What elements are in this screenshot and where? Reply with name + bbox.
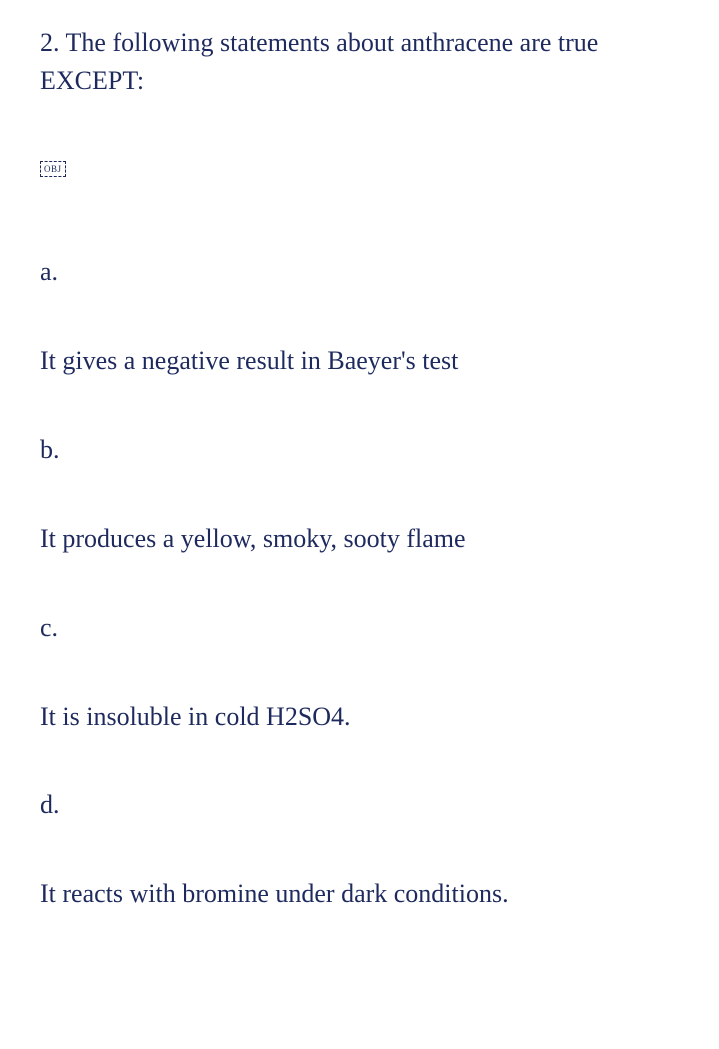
option-d: d. It reacts with bromine under dark con… [40,790,679,913]
option-letter: d. [40,790,679,820]
option-c: c. It is insoluble in cold H2SO4. [40,613,679,736]
option-text: It reacts with bromine under dark condit… [40,875,679,913]
option-text: It produces a yellow, smoky, sooty flame [40,520,679,558]
option-letter: c. [40,613,679,643]
option-a: a. It gives a negative result in Baeyer'… [40,257,679,380]
option-text: It is insoluble in cold H2SO4. [40,698,679,736]
option-text: It gives a negative result in Baeyer's t… [40,342,679,380]
option-letter: b. [40,435,679,465]
question-number: 2. [40,28,60,57]
obj-marker: OBJ [40,161,66,177]
option-b: b. It produces a yellow, smoky, sooty fl… [40,435,679,558]
option-letter: a. [40,257,679,287]
question-stem: 2. The following statements about anthra… [40,24,679,99]
question-text: The following statements about anthracen… [40,28,598,95]
